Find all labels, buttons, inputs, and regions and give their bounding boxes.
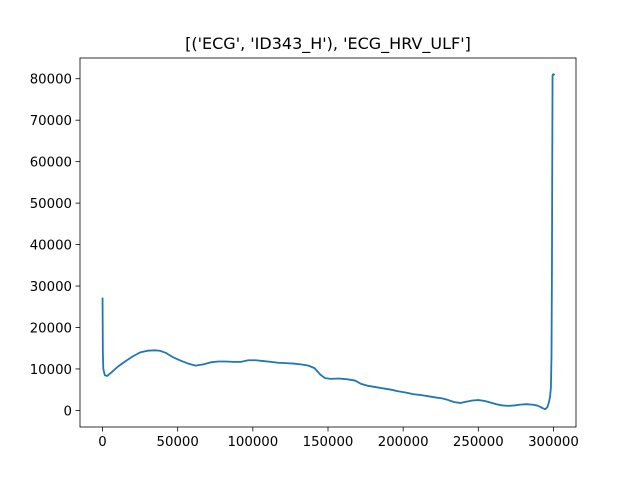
x-tick-label: 200000 [378, 435, 429, 450]
x-axis: 0 50000 100000 150000 200000 250000 300000 [98, 427, 579, 450]
y-tick-label: 50000 [30, 197, 72, 212]
x-tick-label: 300000 [528, 435, 579, 450]
x-tick-label: 100000 [227, 435, 278, 450]
y-tick-label: 30000 [30, 280, 72, 295]
y-tick-label: 40000 [30, 239, 72, 254]
y-tick-label: 20000 [30, 321, 72, 336]
x-tick-label: 50000 [157, 435, 199, 450]
y-tick-label: 0 [64, 404, 72, 419]
y-axis: 0 10000 20000 30000 40000 50000 60000 70000 8000… [30, 73, 80, 419]
x-tick-label: 0 [98, 435, 106, 450]
series-line [101, 73, 556, 411]
axes-frame [79, 57, 577, 428]
x-tick-label: 250000 [453, 435, 504, 450]
y-tick-label: 70000 [30, 114, 72, 129]
x-tick-label: 150000 [303, 435, 354, 450]
chart-title: [('ECG', 'ID343_H'), 'ECG_HRV_ULF'] [185, 34, 471, 54]
plot-area [101, 73, 556, 411]
y-tick-label: 80000 [30, 73, 72, 88]
y-tick-label: 60000 [30, 156, 72, 171]
y-tick-label: 10000 [30, 363, 72, 378]
